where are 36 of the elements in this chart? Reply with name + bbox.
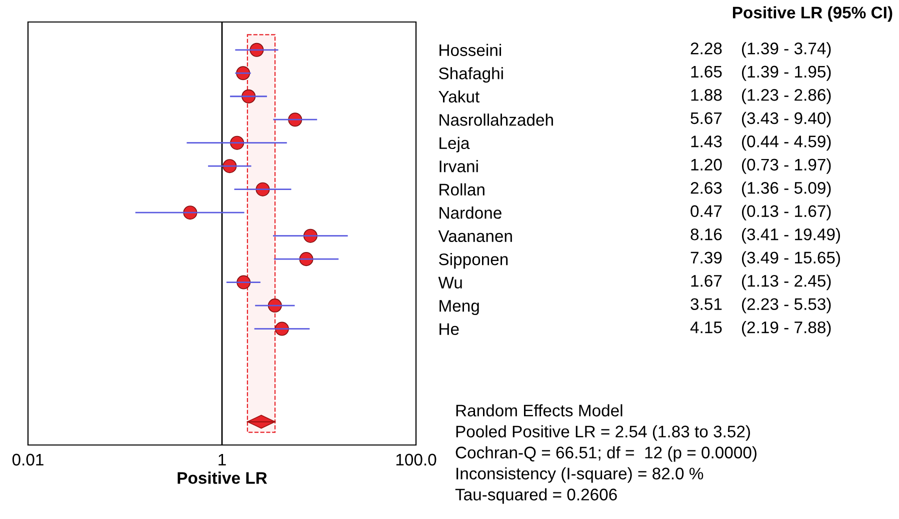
y-tick-label: Hosseini bbox=[440, 44, 502, 56]
text: 2.63 (1.36 - 5.09) bbox=[690, 182, 831, 198]
text: 1.43 (0.44 - 4.59) bbox=[691, 135, 831, 151]
text: 8.16 (3.41 - 19.49) bbox=[690, 228, 840, 244]
text: Inconsistency (I-square) = 82.0 % bbox=[456, 467, 704, 483]
x-axis-title: Positive LR bbox=[178, 472, 268, 484]
text: 1.20 (0.73 - 1.97) bbox=[691, 158, 831, 174]
text: 1.67 (1.13 - 2.45) bbox=[691, 274, 831, 290]
y-tick-label: Nasrollahzadeh bbox=[440, 114, 553, 126]
y-tick-label: Irvani bbox=[440, 160, 478, 172]
x-tick-label: 100.0 bbox=[396, 454, 436, 466]
y-tick-label: Shafaghi bbox=[438, 67, 503, 83]
y-tick-label: Rollan bbox=[440, 183, 484, 196]
x-tick-label: 1 bbox=[218, 454, 226, 466]
y-tick-label: Leja bbox=[440, 136, 470, 152]
y-tick-label: Wu bbox=[438, 276, 462, 289]
text: Positive LR (95% CI) bbox=[732, 6, 892, 22]
y-tick-label: Meng bbox=[440, 300, 479, 316]
y-tick-label: Yakut bbox=[438, 90, 480, 103]
text: Cochran-Q = 66.51; df = 12 (p = 0.0000) bbox=[456, 446, 756, 462]
text: Pooled Positive LR = 2.54 (1.83 to 3.52) bbox=[456, 425, 750, 441]
text: Tau-squared = 0.2606 bbox=[455, 488, 617, 504]
text: 1.88 (1.23 - 2.86) bbox=[691, 88, 831, 104]
text: 4.15 (2.19 - 7.88) bbox=[690, 321, 831, 337]
x-tick-label: 0.01 bbox=[12, 454, 44, 466]
text: 5.67 (3.43 - 9.40) bbox=[690, 112, 831, 128]
text: 0.47 (0.13 - 1.67) bbox=[690, 204, 831, 220]
y-tick-label: Nardone bbox=[440, 206, 502, 219]
text: Random Effects Model bbox=[456, 404, 622, 416]
text: 3.51 (2.23 - 5.53) bbox=[690, 298, 831, 314]
y-tick-label: Vaananen bbox=[438, 230, 512, 242]
text: 2.28 (1.39 - 3.74) bbox=[690, 42, 831, 58]
y-tick-label: He bbox=[440, 323, 459, 335]
text: 7.39 (3.49 - 15.65) bbox=[690, 251, 840, 267]
text: 1.65 (1.39 - 1.95) bbox=[691, 65, 831, 81]
y-tick-label: Sipponen bbox=[438, 253, 508, 269]
